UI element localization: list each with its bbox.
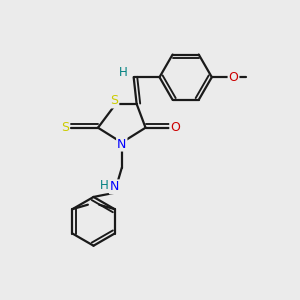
- Text: S: S: [61, 121, 69, 134]
- Text: H: H: [100, 179, 109, 192]
- Text: S: S: [110, 94, 118, 107]
- Text: N: N: [110, 180, 119, 194]
- Text: N: N: [117, 138, 127, 151]
- Text: H: H: [119, 66, 128, 79]
- Text: O: O: [229, 71, 238, 84]
- Text: O: O: [170, 121, 180, 134]
